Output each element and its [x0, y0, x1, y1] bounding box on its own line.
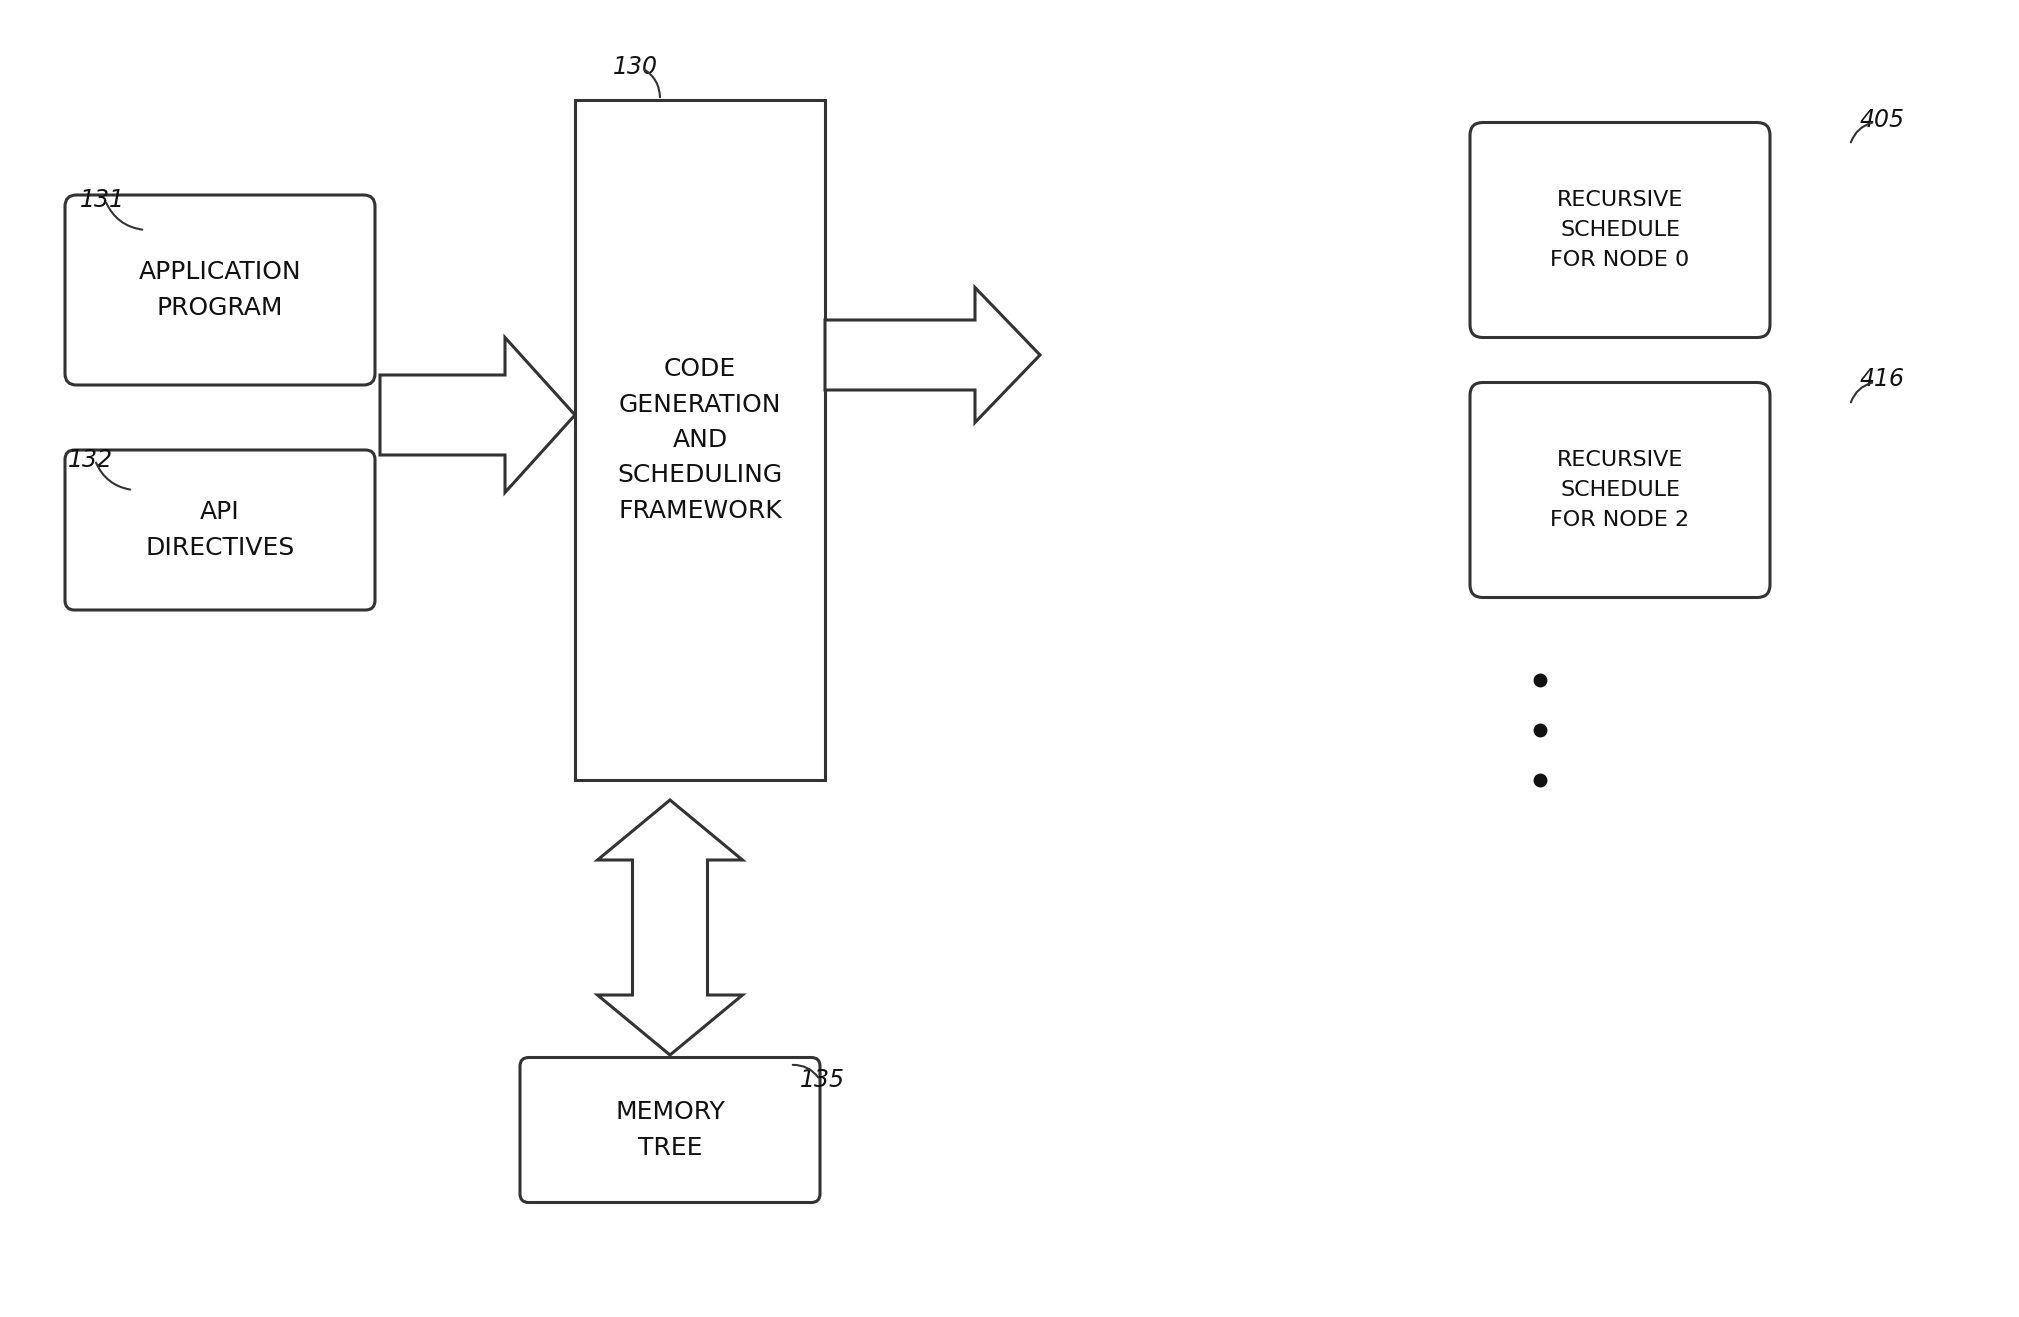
- FancyBboxPatch shape: [65, 195, 376, 385]
- Text: 132: 132: [69, 448, 113, 471]
- Text: CODE
GENERATION
AND
SCHEDULING
FRAMEWORK: CODE GENERATION AND SCHEDULING FRAMEWORK: [618, 357, 783, 523]
- Polygon shape: [826, 287, 1040, 423]
- Text: 135: 135: [800, 1068, 846, 1092]
- Polygon shape: [380, 337, 575, 493]
- Text: RECURSIVE
SCHEDULE
FOR NODE 2: RECURSIVE SCHEDULE FOR NODE 2: [1551, 450, 1690, 529]
- Text: API
DIRECTIVES: API DIRECTIVES: [145, 500, 295, 560]
- Polygon shape: [598, 799, 743, 1055]
- FancyBboxPatch shape: [1470, 382, 1771, 598]
- Text: 131: 131: [81, 188, 125, 212]
- FancyBboxPatch shape: [521, 1058, 820, 1202]
- FancyBboxPatch shape: [1470, 122, 1771, 337]
- Bar: [575, 100, 826, 780]
- Text: 405: 405: [1859, 108, 1906, 132]
- Text: APPLICATION
PROGRAM: APPLICATION PROGRAM: [139, 261, 301, 320]
- Text: 416: 416: [1859, 367, 1906, 391]
- Text: 130: 130: [614, 55, 658, 79]
- Text: RECURSIVE
SCHEDULE
FOR NODE 0: RECURSIVE SCHEDULE FOR NODE 0: [1551, 191, 1690, 270]
- FancyBboxPatch shape: [65, 450, 376, 610]
- Text: MEMORY
TREE: MEMORY TREE: [616, 1100, 725, 1160]
